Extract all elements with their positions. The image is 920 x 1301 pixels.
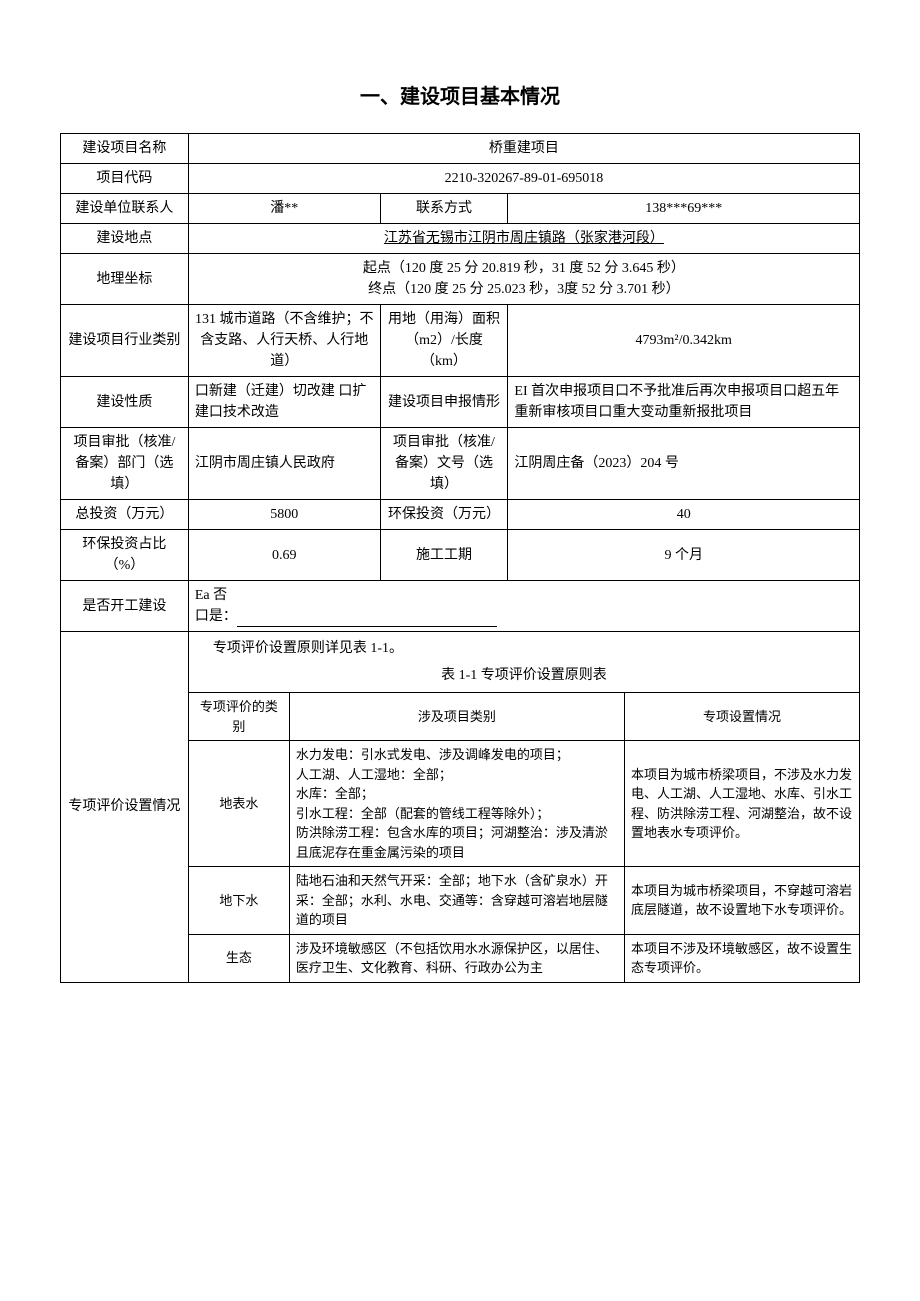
page-title: 一、建设项目基本情况 bbox=[60, 80, 860, 109]
sub-h3: 专项设置情况 bbox=[624, 693, 859, 741]
value-approval-dept: 江阴市周庄镇人民政府 bbox=[188, 428, 380, 500]
label-approval-dept: 项目审批（核准/备案）部门（选填） bbox=[61, 428, 189, 500]
value-started: Ea 否 口是： bbox=[188, 581, 859, 632]
label-project-name: 建设项目名称 bbox=[61, 134, 189, 164]
value-nature: 口新建（迁建）切改建 口扩建口技术改造 bbox=[188, 377, 380, 428]
label-duration: 施工工期 bbox=[380, 530, 508, 581]
coord-line2: 终点（120 度 25 分 25.023 秒，3度 52 分 3.701 秒） bbox=[195, 279, 853, 300]
value-land: 4793m²/0.342km bbox=[508, 305, 860, 377]
table-row: 地表水 水力发电：引水式发电、涉及调峰发电的项目； 人工湖、人工湿地：全部； 水… bbox=[189, 741, 859, 867]
label-industry: 建设项目行业类别 bbox=[61, 305, 189, 377]
label-declare: 建设项目申报情形 bbox=[380, 377, 508, 428]
label-project-code: 项目代码 bbox=[61, 164, 189, 194]
value-phone: 138***69*** bbox=[508, 194, 860, 224]
value-approval-no: 江阴周庄备（2023）204 号 bbox=[508, 428, 860, 500]
sub-cat: 生态 bbox=[189, 934, 290, 982]
started-no: Ea 否 bbox=[195, 585, 853, 606]
sub-setting: 本项目为城市桥梁项目，不穿越可溶岩底层隧道，故不设置地下水专项评价。 bbox=[624, 867, 859, 935]
value-total-invest: 5800 bbox=[188, 500, 380, 530]
sub-scope: 涉及环境敏感区（不包括饮用水水源保护区，以居住、医疗卫生、文化教育、科研、行政办… bbox=[289, 934, 624, 982]
label-land: 用地（用海）面积（m2）/长度（km） bbox=[380, 305, 508, 377]
special-caption: 表 1-1 专项评价设置原则表 bbox=[189, 665, 859, 686]
value-env-invest: 40 bbox=[508, 500, 860, 530]
label-coord: 地理坐标 bbox=[61, 254, 189, 305]
value-declare: EI 首次申报项目口不予批准后再次申报项目口超五年重新审核项目口重大变动重新报批… bbox=[508, 377, 860, 428]
sub-h2: 涉及项目类别 bbox=[289, 693, 624, 741]
sub-scope: 陆地石油和天然气开采：全部；地下水（含矿泉水）开采：全部；水利、水电、交通等：含… bbox=[289, 867, 624, 935]
started-yes: 口是： bbox=[195, 606, 853, 627]
label-phone: 联系方式 bbox=[380, 194, 508, 224]
label-env-invest: 环保投资（万元） bbox=[380, 500, 508, 530]
table-row: 地下水 陆地石油和天然气开采：全部；地下水（含矿泉水）开采：全部；水利、水电、交… bbox=[189, 867, 859, 935]
blank-underline bbox=[237, 613, 497, 627]
value-project-name: 桥重建项目 bbox=[188, 134, 859, 164]
sub-h1: 专项评价的类别 bbox=[189, 693, 290, 741]
label-nature: 建设性质 bbox=[61, 377, 189, 428]
main-table: 建设项目名称 桥重建项目 项目代码 2210-320267-89-01-6950… bbox=[60, 133, 860, 983]
label-env-ratio: 环保投资占比（%） bbox=[61, 530, 189, 581]
label-approval-no: 项目审批（核准/备案）文号（选填） bbox=[380, 428, 508, 500]
value-duration: 9 个月 bbox=[508, 530, 860, 581]
special-subtable: 专项评价的类别 涉及项目类别 专项设置情况 地表水 水力发电：引水式发电、涉及调… bbox=[189, 692, 859, 982]
value-env-ratio: 0.69 bbox=[188, 530, 380, 581]
sub-cat: 地表水 bbox=[189, 741, 290, 867]
table-row: 生态 涉及环境敏感区（不包括饮用水水源保护区，以居住、医疗卫生、文化教育、科研、… bbox=[189, 934, 859, 982]
special-intro: 专项评价设置原则详见表 1-1。 bbox=[189, 638, 859, 659]
label-location: 建设地点 bbox=[61, 224, 189, 254]
location-text: 江苏省无锡市江阴市周庄镇路（张家港河段） bbox=[384, 231, 664, 246]
value-location: 江苏省无锡市江阴市周庄镇路（张家港河段） bbox=[188, 224, 859, 254]
value-project-code: 2210-320267-89-01-695018 bbox=[188, 164, 859, 194]
label-total-invest: 总投资（万元） bbox=[61, 500, 189, 530]
sub-setting: 本项目为城市桥梁项目，不涉及水力发电、人工湖、人工湿地、水库、引水工程、防洪除涝… bbox=[624, 741, 859, 867]
sub-cat: 地下水 bbox=[189, 867, 290, 935]
sub-setting: 本项目不涉及环境敏感区，故不设置生态专项评价。 bbox=[624, 934, 859, 982]
coord-line1: 起点（120 度 25 分 20.819 秒，31 度 52 分 3.645 秒… bbox=[195, 258, 853, 279]
value-industry: 131 城市道路（不含维护；不含支路、人行天桥、人行地道） bbox=[188, 305, 380, 377]
value-contact: 潘** bbox=[188, 194, 380, 224]
special-cell: 专项评价设置原则详见表 1-1。 表 1-1 专项评价设置原则表 专项评价的类别… bbox=[188, 632, 859, 983]
sub-scope: 水力发电：引水式发电、涉及调峰发电的项目； 人工湖、人工湿地：全部； 水库：全部… bbox=[289, 741, 624, 867]
label-special: 专项评价设置情况 bbox=[61, 632, 189, 983]
value-coord: 起点（120 度 25 分 20.819 秒，31 度 52 分 3.645 秒… bbox=[188, 254, 859, 305]
label-contact: 建设单位联系人 bbox=[61, 194, 189, 224]
label-started: 是否开工建设 bbox=[61, 581, 189, 632]
